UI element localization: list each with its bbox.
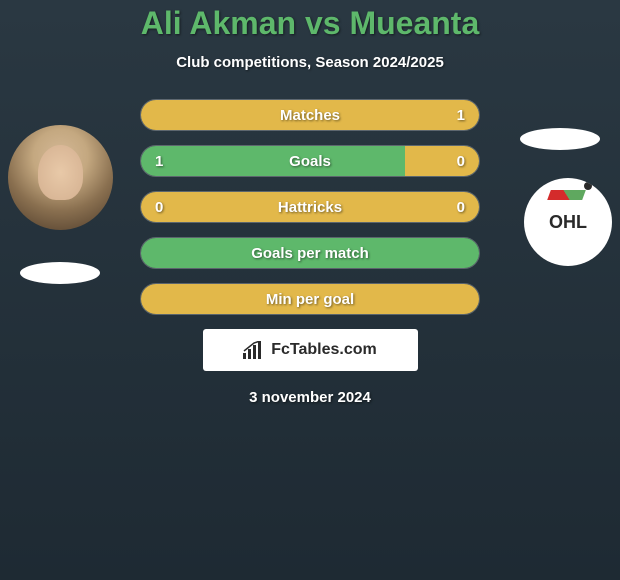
player-right-club-ellipse xyxy=(520,128,600,150)
stat-label: Goals xyxy=(141,146,479,176)
stat-row: Goals per match xyxy=(140,237,480,269)
stats-list: Matches 1 1 Goals 0 0 Hattricks 0 Goals … xyxy=(140,99,480,315)
chart-icon xyxy=(243,341,265,359)
branding-badge: FcTables.com xyxy=(203,329,418,371)
stat-label: Matches xyxy=(141,100,479,130)
stat-label: Hattricks xyxy=(141,192,479,222)
branding-text: FcTables.com xyxy=(271,341,377,359)
title: Ali Akman vs Mueanta xyxy=(0,5,620,42)
stat-row: Matches 1 xyxy=(140,99,480,131)
stat-label: Goals per match xyxy=(141,238,479,268)
stat-row: 0 Hattricks 0 xyxy=(140,191,480,223)
comparison-card: Ali Akman vs Mueanta Club competitions, … xyxy=(0,0,620,406)
date-text: 3 november 2024 xyxy=(0,389,620,406)
ohl-logo-text: OHL xyxy=(549,212,587,233)
stat-value-right: 1 xyxy=(457,100,465,130)
player-left-avatar xyxy=(8,125,113,230)
stat-value-right: 0 xyxy=(457,192,465,222)
stat-row: Min per goal xyxy=(140,283,480,315)
stat-row: 1 Goals 0 xyxy=(140,145,480,177)
subtitle: Club competitions, Season 2024/2025 xyxy=(0,54,620,71)
player-left-club-logo xyxy=(20,262,100,284)
player-right-club-logo: OHL xyxy=(524,178,612,266)
stat-value-right: 0 xyxy=(457,146,465,176)
stat-label: Min per goal xyxy=(141,284,479,314)
